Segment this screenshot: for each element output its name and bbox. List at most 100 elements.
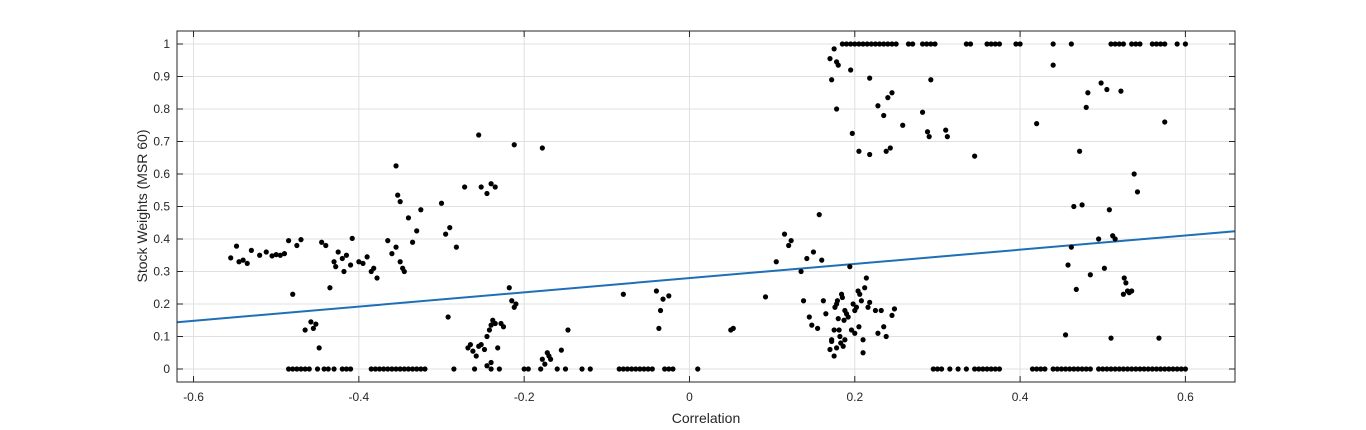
data-point [542,361,548,367]
data-point [804,255,810,262]
data-point [730,325,736,331]
data-point [1062,366,1069,372]
data-point [900,122,906,128]
data-point [820,298,826,304]
data-point [405,366,412,372]
data-point [285,366,292,372]
data-point [339,366,345,372]
data-point [393,366,399,372]
data-point [1162,366,1168,372]
data-point [872,307,879,314]
data-point [910,41,916,47]
data-point [938,366,945,372]
data-point [294,366,300,372]
data-point [1101,265,1108,271]
data-point [405,215,412,221]
regression-line [176,230,1236,324]
data-point [294,242,300,249]
data-point [587,366,593,372]
data-point [620,291,626,297]
data-point [385,238,391,244]
data-point [341,268,347,275]
data-point [484,333,490,340]
data-point [376,366,383,372]
data-point [525,366,531,372]
data-point [1133,366,1139,372]
data-point [233,243,240,249]
data-point [1162,119,1168,125]
data-point [972,153,978,159]
data-point [1087,272,1093,278]
data-point [1100,366,1106,372]
data-point [928,77,934,83]
data-point [878,307,884,314]
data-point [509,298,515,304]
data-point [478,184,484,190]
data-point [996,41,1003,47]
data-point [488,359,494,366]
data-point [889,312,895,318]
data-point [409,239,416,245]
data-point [488,181,494,187]
x-tick-label: 0.6 [1177,390,1194,404]
data-point [1149,41,1155,47]
data-point [1050,62,1056,68]
data-point [1104,86,1110,93]
data-point [1153,366,1160,372]
data-point [451,366,457,372]
y-tick-label: 0.4 [153,232,170,246]
data-point [837,333,843,340]
data-point [347,366,354,372]
data-point [1145,366,1151,372]
data-point [539,356,545,362]
data-point [1137,366,1143,372]
data-point [1050,366,1056,372]
data-point [835,62,841,68]
data-point [976,366,982,372]
data-point [786,242,792,249]
data-point [414,366,420,372]
data-point [1065,262,1071,268]
data-point [865,304,871,310]
data-point [848,67,854,73]
data-point [847,264,853,270]
data-point [1042,366,1048,372]
data-point [248,247,254,253]
data-point [1112,236,1118,242]
y-tick-label: 0.5 [153,200,170,214]
data-point [488,366,494,372]
data-point [963,366,969,372]
data-point [471,366,478,372]
data-point [856,148,862,154]
data-point [492,184,498,190]
data-point [633,366,639,372]
data-point [422,366,428,372]
data-point [302,366,308,372]
data-point [1120,291,1127,297]
data-point [863,275,869,281]
data-point [389,366,395,372]
data-point [1029,366,1036,372]
data-point [1170,366,1176,372]
data-point [467,342,474,348]
data-point [1038,366,1044,372]
data-point [831,327,837,333]
data-point [290,366,296,372]
data-point [875,103,881,109]
data-point [657,307,664,314]
data-point [852,330,858,336]
data-point [418,366,424,372]
data-point [1120,366,1127,372]
data-point [833,106,840,112]
data-point [1096,366,1102,372]
y-tick-label: 0.8 [153,102,170,116]
data-point [314,366,321,372]
data-point [1079,202,1085,208]
data-point [924,129,931,135]
data-point [1104,366,1110,372]
data-point [397,366,403,372]
y-tick-label: 0.2 [153,297,170,311]
data-point [1054,366,1060,372]
data-point [885,41,891,47]
